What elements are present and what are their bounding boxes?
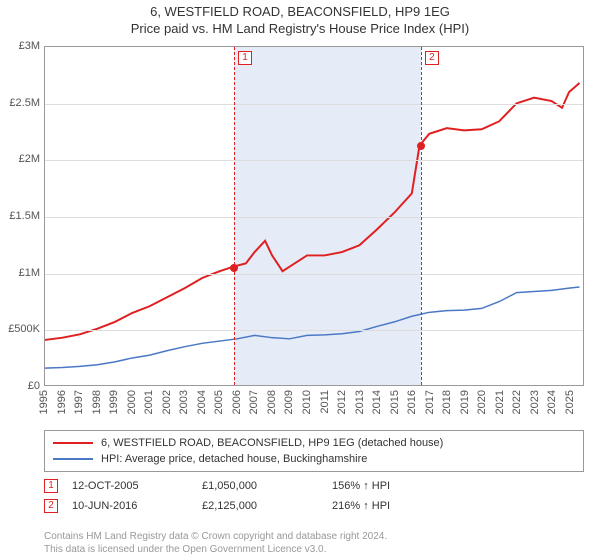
sale-marker-1: 1	[44, 479, 58, 493]
xtick-label: 2010	[301, 390, 313, 414]
ytick-label: £2M	[0, 153, 40, 165]
xtick-label: 2007	[248, 390, 260, 414]
xtick-label: 2006	[231, 390, 243, 414]
attribution: Contains HM Land Registry data © Crown c…	[44, 531, 387, 556]
xtick-label: 1997	[73, 390, 85, 414]
gridline	[45, 104, 583, 105]
chart-area: 12	[44, 46, 584, 386]
xtick-label: 2013	[354, 390, 366, 414]
xtick-label: 2018	[441, 390, 453, 414]
sale-date-1: 12-OCT-2005	[72, 480, 202, 492]
legend: 6, WESTFIELD ROAD, BEACONSFIELD, HP9 1EG…	[44, 430, 584, 472]
xtick-label: 2016	[406, 390, 418, 414]
gridline	[45, 274, 583, 275]
xtick-label: 2000	[126, 390, 138, 414]
xtick-label: 2025	[564, 390, 576, 414]
legend-label-hpi: HPI: Average price, detached house, Buck…	[101, 453, 367, 465]
title-line1: 6, WESTFIELD ROAD, BEACONSFIELD, HP9 1EG	[0, 4, 600, 19]
sale-dot	[230, 264, 238, 272]
sales-row-2: 2 10-JUN-2016 £2,125,000 216% ↑ HPI	[44, 496, 584, 516]
sale-marker-2: 2	[44, 499, 58, 513]
xtick-label: 2011	[319, 390, 331, 414]
xtick-label: 2023	[529, 390, 541, 414]
title-line2: Price paid vs. HM Land Registry's House …	[0, 21, 600, 36]
series-svg	[45, 47, 583, 385]
xtick-label: 2003	[178, 390, 190, 414]
gridline	[45, 160, 583, 161]
title-block: 6, WESTFIELD ROAD, BEACONSFIELD, HP9 1EG…	[0, 0, 600, 36]
xtick-label: 2009	[283, 390, 295, 414]
attribution-line2: This data is licensed under the Open Gov…	[44, 544, 387, 557]
series-hpi	[45, 287, 580, 368]
xtick-label: 2008	[266, 390, 278, 414]
sales-row-1: 1 12-OCT-2005 £1,050,000 156% ↑ HPI	[44, 476, 584, 496]
ytick-label: £3M	[0, 40, 40, 52]
sale-price-1: £1,050,000	[202, 480, 332, 492]
chart-container: 6, WESTFIELD ROAD, BEACONSFIELD, HP9 1EG…	[0, 0, 600, 560]
sale-dot	[417, 142, 425, 150]
ytick-label: £1M	[0, 267, 40, 279]
attribution-line1: Contains HM Land Registry data © Crown c…	[44, 531, 387, 544]
sale-hpi-1: 156% ↑ HPI	[332, 480, 462, 492]
sale-marker-box: 1	[238, 51, 252, 65]
legend-swatch-price	[53, 442, 93, 444]
xtick-label: 2020	[476, 390, 488, 414]
sale-date-2: 10-JUN-2016	[72, 500, 202, 512]
xtick-label: 2014	[371, 390, 383, 414]
legend-row-hpi: HPI: Average price, detached house, Buck…	[53, 451, 575, 467]
sale-vline	[421, 47, 422, 385]
legend-label-price: 6, WESTFIELD ROAD, BEACONSFIELD, HP9 1EG…	[101, 437, 443, 449]
sale-vline	[234, 47, 235, 385]
xtick-label: 2005	[213, 390, 225, 414]
sale-price-2: £2,125,000	[202, 500, 332, 512]
xtick-label: 2022	[511, 390, 523, 414]
ytick-label: £2.5M	[0, 97, 40, 109]
sale-marker-box: 2	[425, 51, 439, 65]
xtick-label: 1998	[91, 390, 103, 414]
y-axis-ticks: £0£500K£1M£1.5M£2M£2.5M£3M	[0, 46, 42, 386]
xtick-label: 2015	[389, 390, 401, 414]
xtick-label: 2021	[494, 390, 506, 414]
xtick-label: 2004	[196, 390, 208, 414]
legend-row-price: 6, WESTFIELD ROAD, BEACONSFIELD, HP9 1EG…	[53, 435, 575, 451]
xtick-label: 2012	[336, 390, 348, 414]
xtick-label: 2019	[459, 390, 471, 414]
ytick-label: £0	[0, 380, 40, 392]
xtick-label: 1996	[56, 390, 68, 414]
xtick-label: 2001	[143, 390, 155, 414]
ytick-label: £500K	[0, 323, 40, 335]
xtick-label: 2024	[546, 390, 558, 414]
sale-hpi-2: 216% ↑ HPI	[332, 500, 462, 512]
plot-area: 12	[44, 46, 584, 386]
gridline	[45, 217, 583, 218]
xtick-label: 1995	[38, 390, 50, 414]
legend-swatch-hpi	[53, 458, 93, 460]
gridline	[45, 330, 583, 331]
ytick-label: £1.5M	[0, 210, 40, 222]
xtick-label: 2017	[424, 390, 436, 414]
xtick-label: 1999	[108, 390, 120, 414]
xtick-label: 2002	[161, 390, 173, 414]
sales-table: 1 12-OCT-2005 £1,050,000 156% ↑ HPI 2 10…	[44, 476, 584, 516]
